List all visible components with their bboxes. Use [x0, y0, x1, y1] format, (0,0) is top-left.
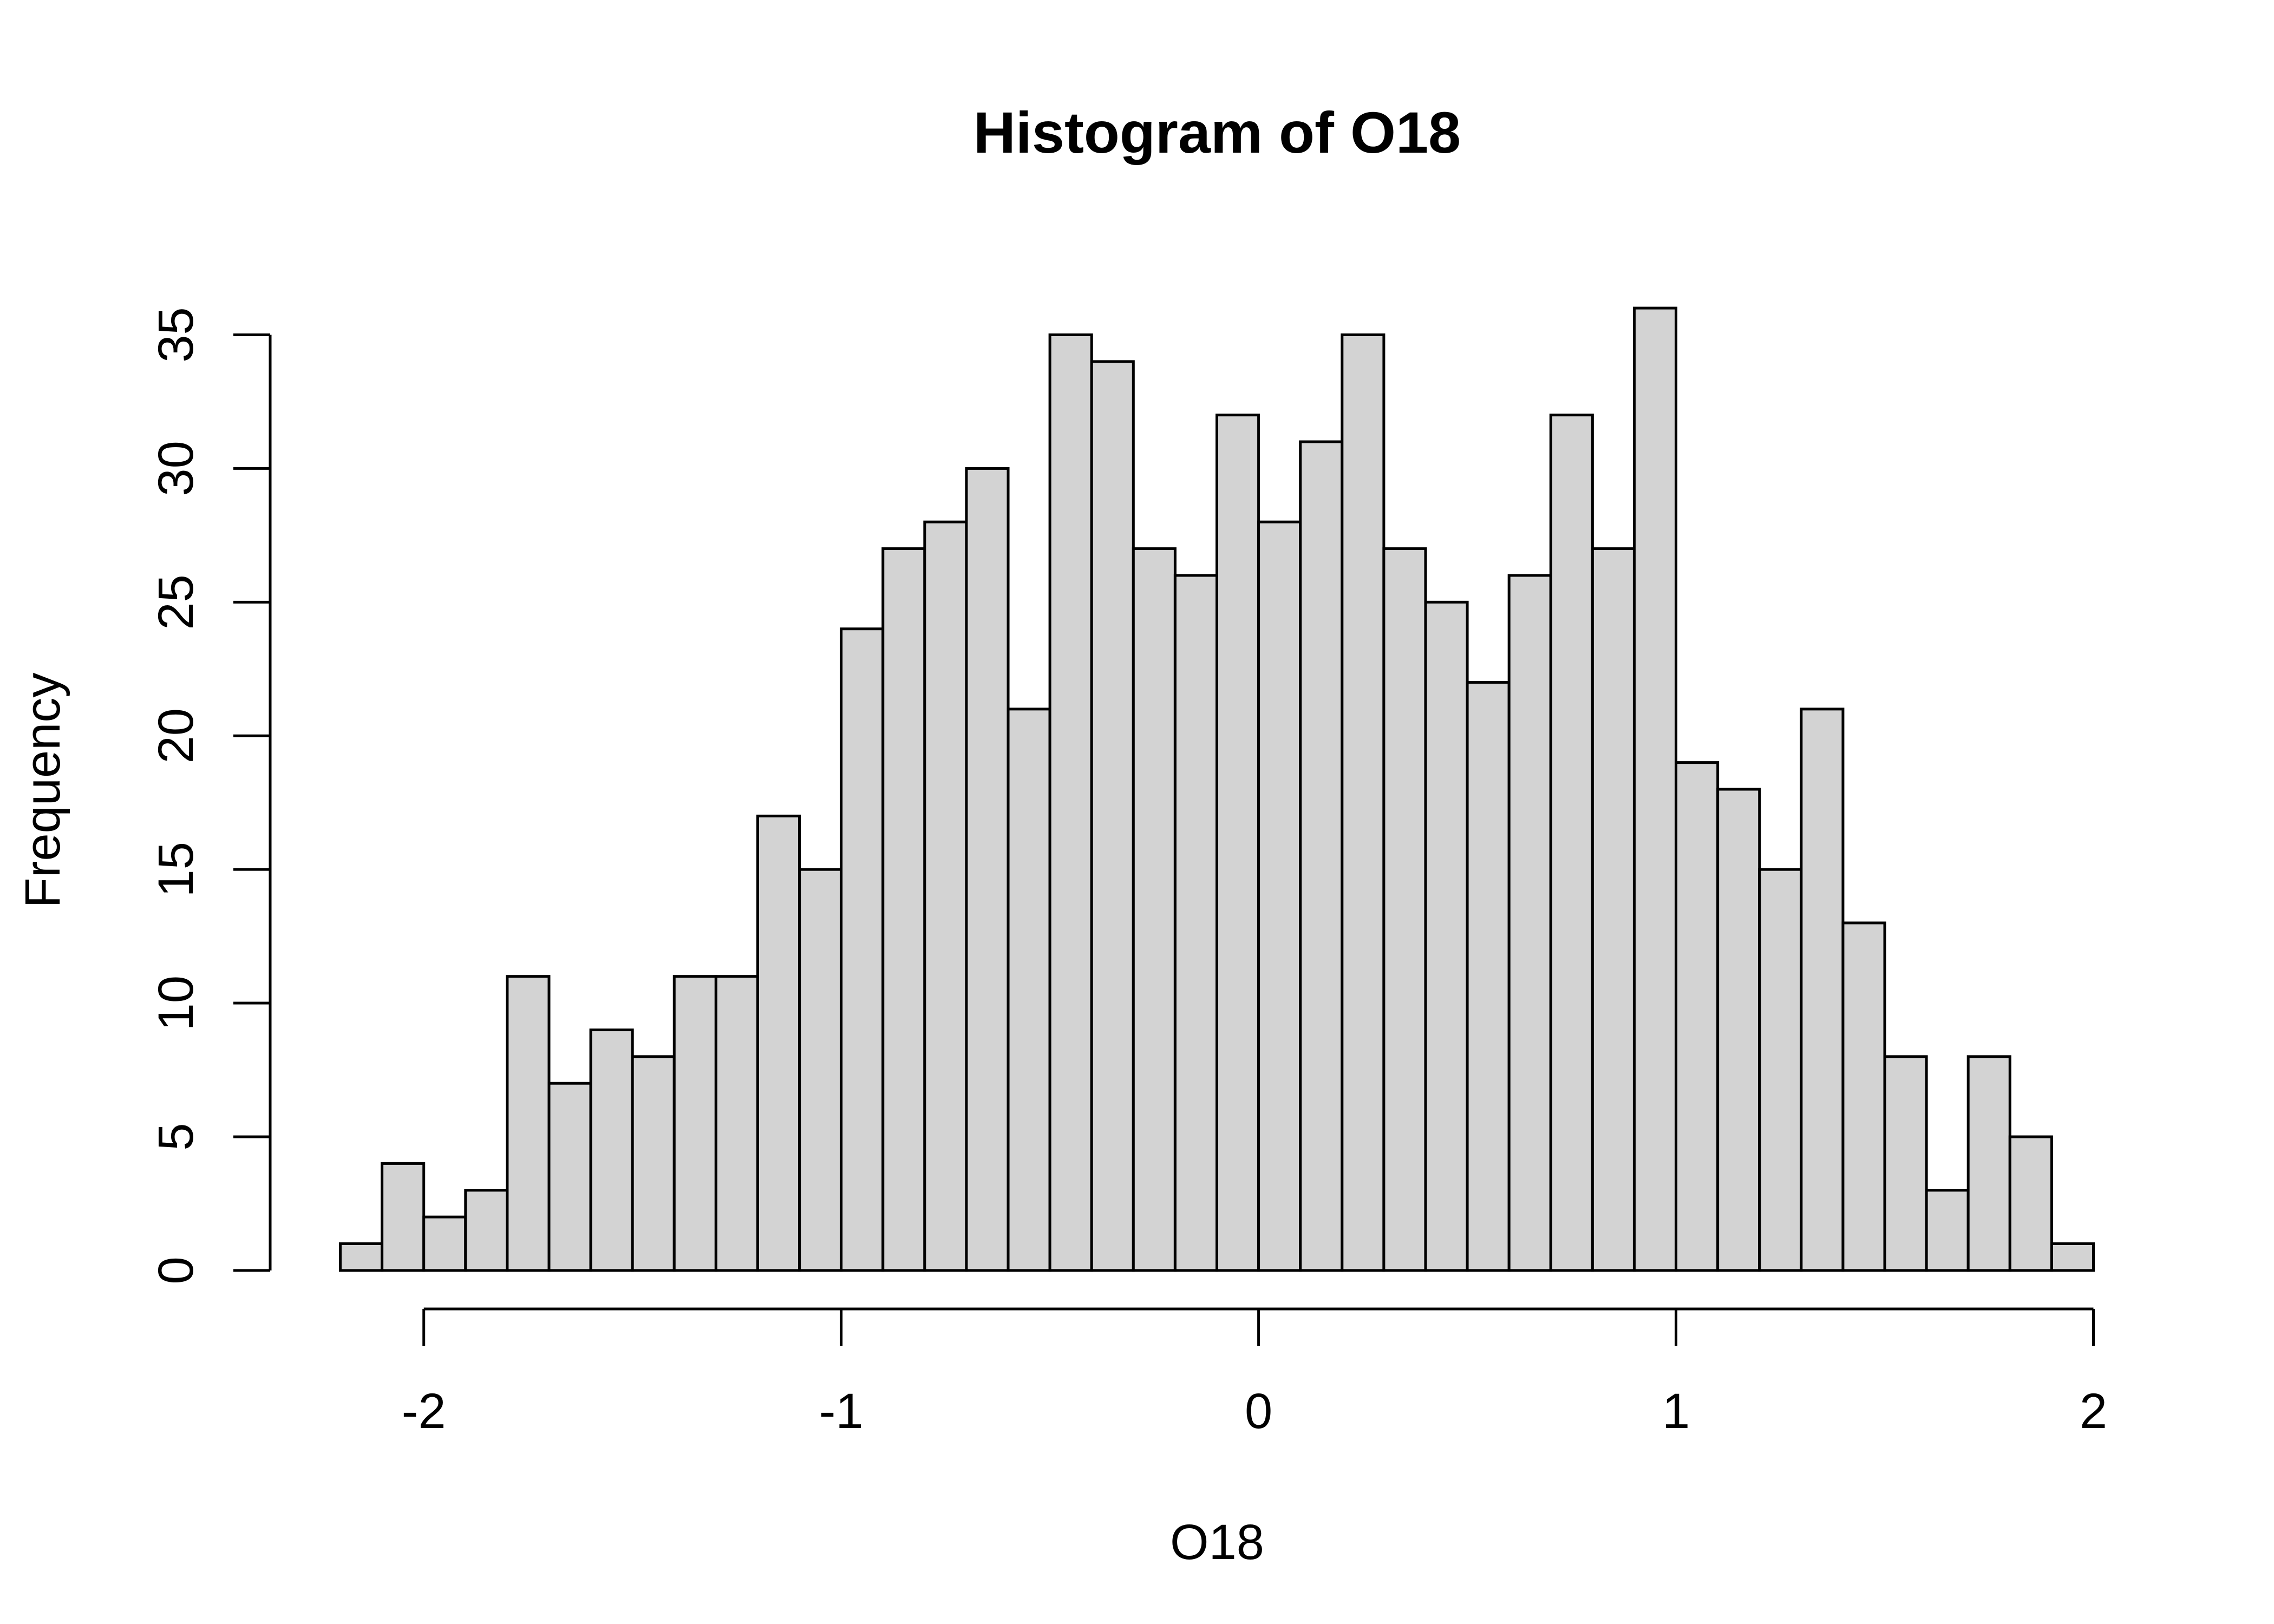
bar	[381, 1162, 426, 1272]
bar	[756, 814, 801, 1272]
bar	[1632, 306, 1678, 1272]
y-tick-label: 35	[148, 307, 204, 362]
bar	[1883, 1055, 1928, 1272]
y-tick-label: 25	[148, 574, 204, 630]
bar	[965, 467, 1010, 1272]
bar	[1925, 1189, 1970, 1272]
bar	[339, 1242, 384, 1272]
y-tick-label: 10	[148, 975, 204, 1031]
chart-title: Histogram of O18	[973, 100, 1461, 165]
bar	[1424, 600, 1469, 1272]
bar	[1966, 1055, 2011, 1272]
bar	[798, 868, 843, 1272]
bar	[1841, 921, 1886, 1272]
bar	[506, 975, 551, 1272]
bar	[1716, 788, 1761, 1272]
bar	[1382, 547, 1427, 1272]
bar	[1299, 440, 1344, 1272]
bar	[714, 975, 759, 1272]
x-tick-label: 2	[2080, 1384, 2107, 1439]
bar	[1257, 520, 1302, 1272]
bar	[1090, 360, 1135, 1272]
bar	[547, 1082, 592, 1272]
bar	[1758, 868, 1803, 1272]
bar	[923, 520, 968, 1272]
bar	[881, 547, 926, 1272]
bar	[1216, 414, 1260, 1272]
y-axis-label: Frequency	[15, 673, 70, 908]
y-tick-label: 0	[148, 1256, 204, 1284]
bar	[464, 1189, 509, 1272]
bar	[1341, 333, 1386, 1272]
x-tick-label: -2	[402, 1384, 446, 1439]
bar	[840, 627, 885, 1272]
bar	[631, 1055, 676, 1272]
bar	[1466, 680, 1511, 1272]
x-tick-label: 0	[1245, 1384, 1272, 1439]
x-axis-label: O18	[1170, 1515, 1264, 1570]
bar	[2050, 1242, 2095, 1272]
bar	[1048, 333, 1093, 1272]
bar	[2008, 1135, 2053, 1272]
x-tick-label: 1	[1662, 1384, 1690, 1439]
bar	[672, 975, 717, 1272]
y-tick-label: 5	[148, 1123, 204, 1150]
bar	[1507, 574, 1552, 1272]
bar	[1800, 708, 1845, 1272]
bar	[1173, 574, 1219, 1272]
y-tick-label: 15	[148, 842, 204, 897]
bar	[1007, 708, 1051, 1272]
bar	[1675, 761, 1720, 1272]
bar	[589, 1028, 634, 1272]
y-tick-label: 20	[148, 708, 204, 763]
bar	[1132, 547, 1177, 1272]
bar	[422, 1215, 467, 1272]
bar	[1549, 414, 1594, 1272]
x-tick-label: -1	[819, 1384, 864, 1439]
bar	[1591, 547, 1636, 1272]
y-tick-label: 30	[148, 441, 204, 496]
